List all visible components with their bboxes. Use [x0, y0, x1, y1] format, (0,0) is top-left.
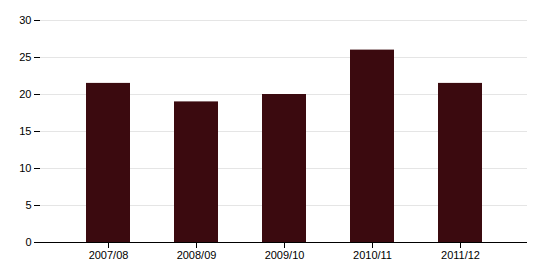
svg-text:30: 30 [19, 14, 31, 26]
svg-text:25: 25 [19, 51, 31, 63]
svg-text:10: 10 [19, 162, 31, 174]
svg-text:2008/09: 2008/09 [177, 249, 217, 261]
svg-text:2010/11: 2010/11 [353, 249, 392, 261]
svg-text:15: 15 [19, 125, 31, 137]
svg-text:2007/08: 2007/08 [89, 249, 129, 261]
svg-text:0: 0 [25, 236, 31, 248]
svg-text:5: 5 [25, 199, 31, 211]
svg-text:2011/12: 2011/12 [441, 249, 480, 261]
svg-text:20: 20 [19, 88, 31, 100]
svg-text:2009/10: 2009/10 [265, 249, 305, 261]
